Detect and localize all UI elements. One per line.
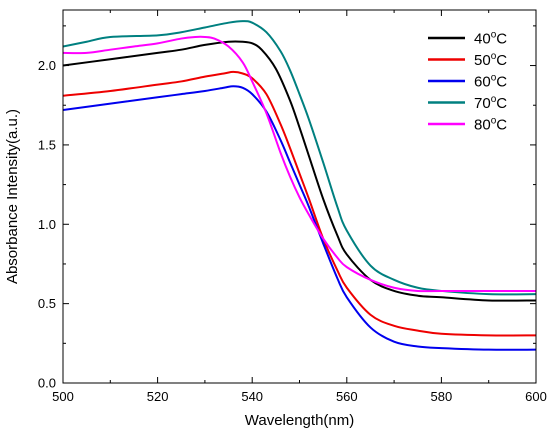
- legend-label-value: 50: [474, 52, 491, 69]
- y-tick-label: 1.5: [38, 137, 56, 152]
- legend-label-degree: o: [491, 73, 497, 84]
- y-tick-label: 1.0: [38, 217, 56, 232]
- y-tick-label: 2.0: [38, 58, 56, 73]
- x-tick-label: 520: [147, 389, 169, 404]
- series-line-40c: [63, 40, 536, 302]
- legend-label-degree: o: [491, 30, 497, 41]
- legend-label-degree: o: [491, 116, 497, 127]
- x-tick-label: 540: [241, 389, 263, 404]
- legend-label-unit: C: [496, 95, 507, 112]
- legend-label-unit: C: [496, 52, 507, 69]
- series-line-50c: [63, 70, 536, 337]
- x-tick-label: 600: [525, 389, 547, 404]
- legend-label-unit: C: [496, 31, 507, 48]
- legend-label-60c: 60oC: [474, 73, 507, 91]
- legend-label-40c: 40oC: [474, 30, 507, 48]
- series-layer: [63, 20, 536, 351]
- legend-label-70c: 70oC: [474, 94, 507, 112]
- legend-label-value: 70: [474, 95, 491, 112]
- x-tick-label: 500: [52, 389, 74, 404]
- y-axis-title: Absorbance Intensity(a.u.): [4, 109, 21, 284]
- legend-label-value: 80: [474, 117, 491, 134]
- x-tick-label: 560: [336, 389, 358, 404]
- ticks-layer: [62, 10, 537, 384]
- legend-label-degree: o: [491, 94, 497, 105]
- series-line-80c: [63, 35, 536, 293]
- y-tick-label: 0.0: [38, 376, 56, 391]
- legend-label-unit: C: [496, 117, 507, 134]
- series-line-70c: [63, 20, 536, 296]
- legend-label-degree: o: [491, 51, 497, 62]
- legend-label-value: 60: [474, 74, 491, 91]
- series-line-60c: [63, 85, 536, 351]
- legend-label-80c: 80oC: [474, 116, 507, 134]
- x-axis-title: Wavelength(nm): [245, 412, 354, 429]
- legend-label-50c: 50oC: [474, 51, 507, 69]
- x-tick-label: 580: [431, 389, 453, 404]
- legend-label-value: 40: [474, 31, 491, 48]
- tick-labels-layer: 500 520 540 560 580 600 0.0 0.5 1.0 1.5 2.0: [38, 58, 547, 404]
- y-tick-label: 0.5: [38, 296, 56, 311]
- legend-label-unit: C: [496, 74, 507, 91]
